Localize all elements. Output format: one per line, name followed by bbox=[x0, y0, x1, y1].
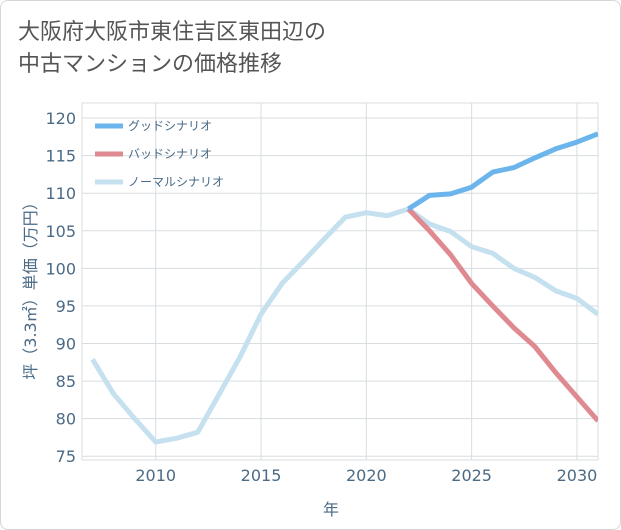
y-tick-label: 120 bbox=[45, 109, 76, 128]
legend-label: グッドシナリオ bbox=[128, 119, 212, 133]
series-layer bbox=[90, 131, 598, 445]
y-tick-label: 110 bbox=[45, 184, 76, 203]
y-tick-label: 100 bbox=[45, 259, 76, 278]
chart-title-line-2: 中古マンションの価格推移 bbox=[18, 52, 283, 77]
y-tick-label: 115 bbox=[45, 147, 76, 166]
y-axis-title: 坪（3.3㎡）単価（万円） bbox=[21, 194, 40, 379]
x-tick-label: 2020 bbox=[346, 466, 387, 485]
plot-frame bbox=[81, 102, 599, 461]
y-tick-labels: 75 80 85 90 95 100 105 110 115 120 bbox=[45, 109, 76, 466]
x-tick-label: 2010 bbox=[135, 466, 176, 485]
x-tick-label: 2015 bbox=[241, 466, 282, 485]
y-tick-label: 85 bbox=[56, 372, 76, 391]
series-line-0 bbox=[407, 131, 598, 212]
series-line-1 bbox=[406, 207, 598, 423]
x-axis-title: 年 bbox=[323, 500, 339, 519]
x-tick-label: 2025 bbox=[451, 466, 492, 485]
y-tick-label: 75 bbox=[56, 447, 76, 466]
legend-label: ノーマルシナリオ bbox=[128, 175, 224, 189]
chart-title-line-1: 大阪府大阪市東住吉区東田辺の bbox=[18, 20, 327, 45]
y-tick-label: 80 bbox=[56, 410, 76, 429]
y-tick-label: 105 bbox=[45, 222, 76, 241]
chart-title: 大阪府大阪市東住吉区東田辺の 中古マンションの価格推移 bbox=[18, 17, 326, 81]
legend-label: バッドシナリオ bbox=[128, 147, 212, 161]
y-tick-label: 90 bbox=[56, 335, 76, 354]
x-tick-labels: 2010 2015 2020 2025 2030 bbox=[135, 466, 597, 485]
series-line-2 bbox=[90, 206, 598, 445]
x-tick-label: 2030 bbox=[557, 466, 598, 485]
y-tick-label: 95 bbox=[56, 297, 76, 316]
